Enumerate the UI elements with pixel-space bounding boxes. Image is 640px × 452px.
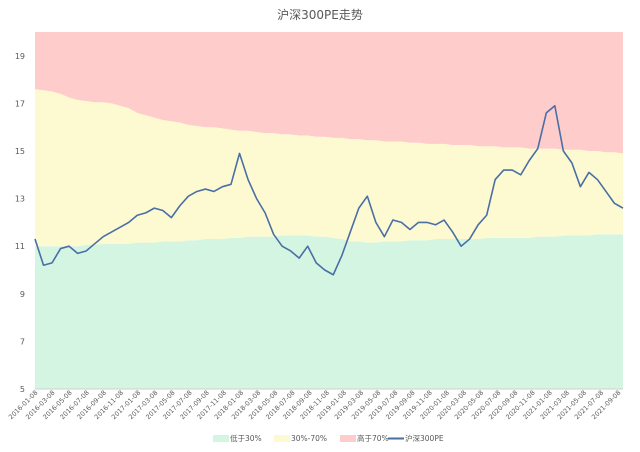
legend-label-2: 高于70% <box>357 433 389 443</box>
legend-label-1: 30%-70% <box>291 434 327 443</box>
y-tick-label-6: 17 <box>15 99 25 108</box>
chart-title: 沪深300PE走势 <box>277 8 363 22</box>
y-axis: 5 7 9 11 13 15 17 19 <box>15 52 25 394</box>
y-tick-label-5: 15 <box>15 147 25 156</box>
pe-series-line <box>34 104 624 276</box>
band-area-2 <box>35 32 623 154</box>
legend-label-3: 沪深300PE <box>405 433 444 443</box>
y-tick-label-4: 13 <box>15 195 25 204</box>
y-tick-label-7: 19 <box>15 52 25 61</box>
y-tick-label-2: 9 <box>20 290 25 299</box>
legend-label-0: 低于30% <box>230 433 262 443</box>
legend-swatch-1 <box>274 435 290 442</box>
legend-swatch-2 <box>340 435 356 442</box>
legend-swatch-0 <box>213 435 229 442</box>
band-area-1 <box>35 89 623 247</box>
legend: 低于30% 30%-70% 高于70% 沪深300PE <box>213 433 444 443</box>
pe-line-layer <box>34 104 624 276</box>
y-tick-label-1: 7 <box>20 337 25 346</box>
y-tick-label-3: 11 <box>15 242 25 251</box>
band-areas <box>35 32 623 389</box>
y-tick-label-0: 5 <box>20 385 25 394</box>
band-area-0 <box>35 234 623 389</box>
